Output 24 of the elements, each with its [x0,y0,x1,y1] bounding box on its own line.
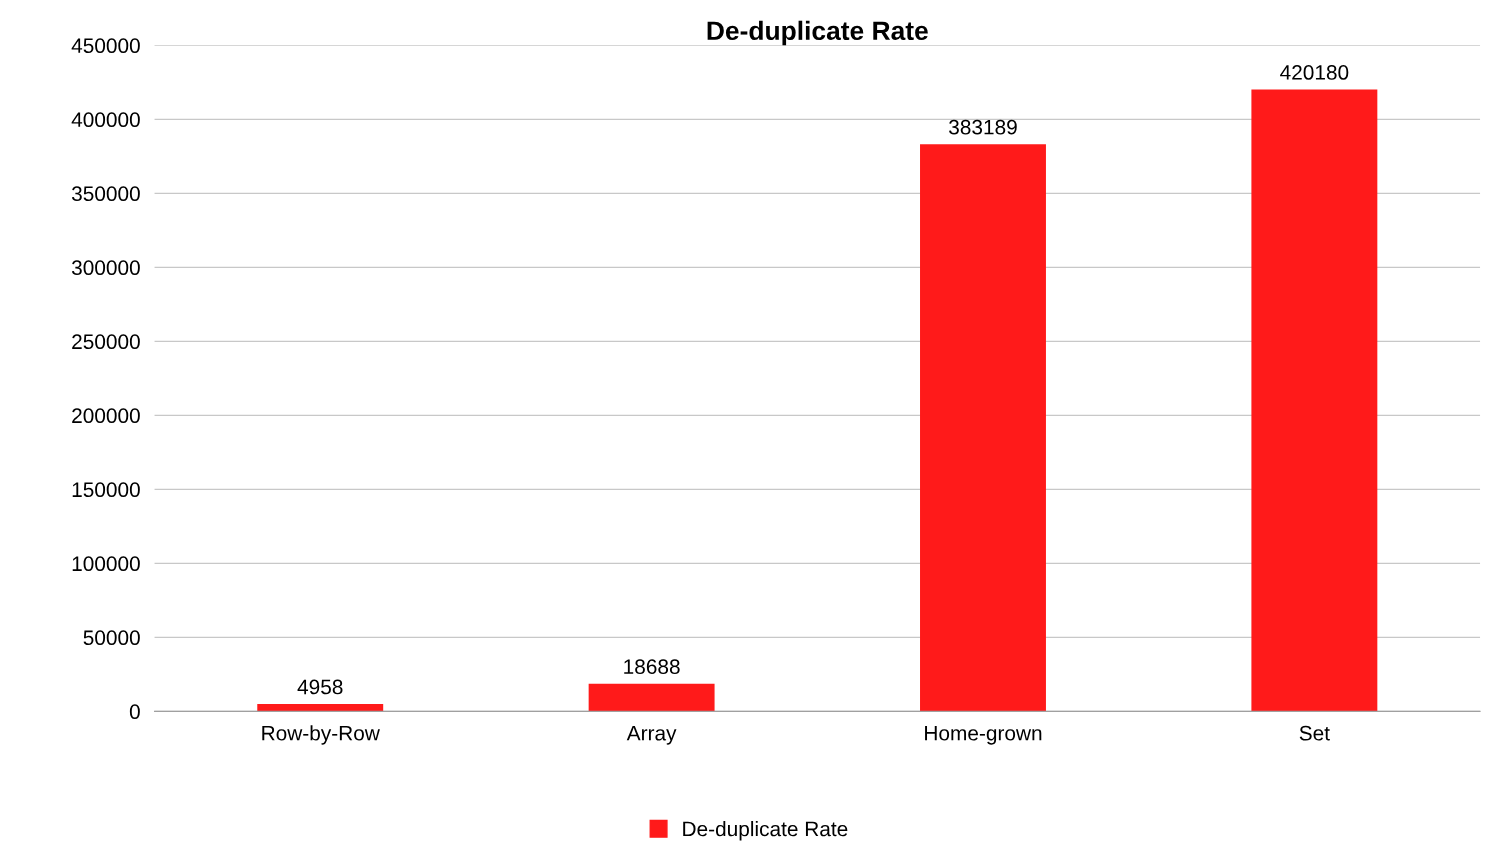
x-tick-label: Set [1299,725,1330,741]
x-tick-label: Home-grown [925,726,1042,745]
bar [1251,89,1378,712]
y-tick-label: 150000 [72,482,140,498]
y-tick-label: 200000 [72,408,140,424]
data-label: 420180 [1280,65,1349,80]
x-tick-label: Array [626,726,677,745]
y-tick-label: 400000 [71,112,140,128]
y-tick-label: 250000 [72,334,140,350]
x-tick-label: Row-by-Row [262,725,380,745]
bar [588,683,715,712]
bar [920,144,1046,712]
y-tick-label: 300000 [71,260,140,276]
y-tick-label: 100000 [72,556,140,572]
y-tick-label: 350000 [71,186,140,202]
chart-title: De-duplicate Rate [707,20,928,46]
y-tick-label: 50000 [83,630,140,646]
data-label: 383189 [949,119,1017,135]
y-tick-label: 0 [129,704,140,720]
y-tick-label: 450000 [71,38,140,54]
data-label: 4958 [297,679,343,695]
legend-label: De-duplicate Rate [683,821,848,841]
bar [257,704,384,712]
data-label: 18688 [624,659,680,675]
